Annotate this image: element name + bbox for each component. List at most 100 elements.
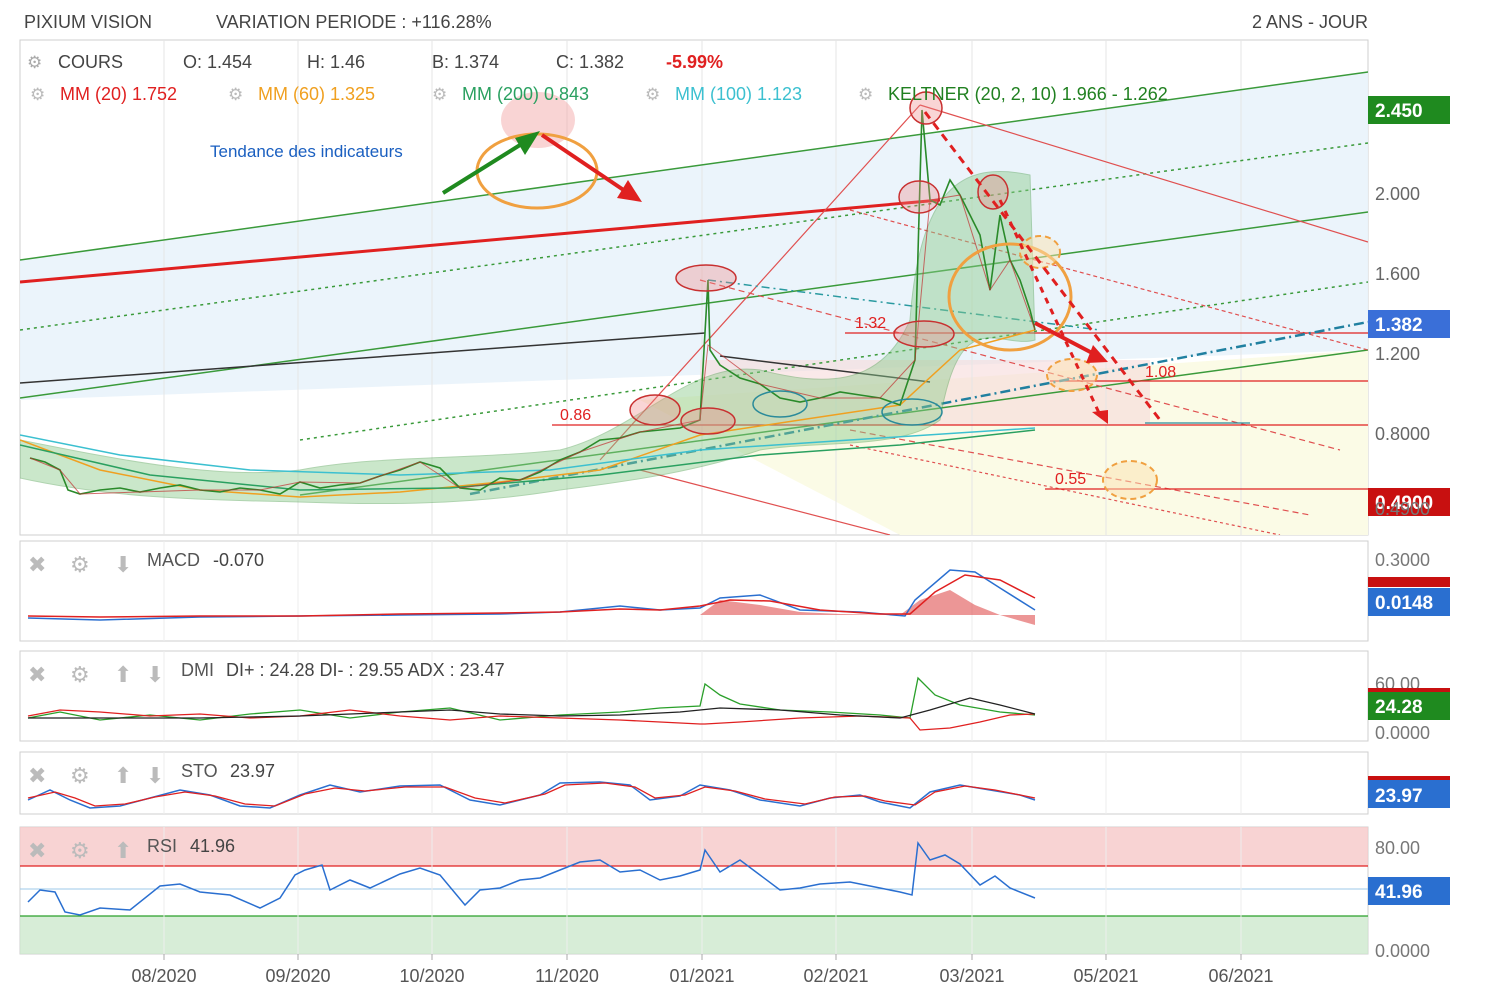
gear-icon[interactable]: ⚙ (858, 85, 873, 104)
indicator-legend-0: MM (20) 1.752 (60, 84, 177, 104)
indicator-legend-2: MM (200) 0.843 (462, 84, 589, 104)
indicator-legend-3: MM (100) 1.123 (675, 84, 802, 104)
macd-label: MACD (147, 550, 200, 570)
dmi-value: DI+ : 24.28 DI- : 29.55 ADX : 23.47 (226, 660, 505, 680)
orange-price-circle (947, 242, 1073, 352)
rsi-panel: ✖ ⚙ ⬆ RSI 41.96 80.00 0.0000 41.96 (19, 826, 1450, 961)
sto-badge (1368, 780, 1450, 808)
ma100-line (20, 427, 1036, 476)
price-badge (1368, 310, 1450, 338)
x-tick-label: 11/2020 (535, 966, 599, 986)
red-fan-lines (599, 104, 1368, 535)
close-icon[interactable]: ✖ (28, 552, 46, 577)
trend-arrows (441, 111, 1162, 424)
price-badge-value: 2.450 (1375, 101, 1423, 122)
gear-icon[interactable]: ⚙ (432, 85, 447, 104)
gear-icon[interactable]: ⚙ (27, 53, 42, 72)
arrow-down-icon[interactable]: ⬇ (114, 552, 132, 577)
instrument-title: PIXIUM VISION (24, 12, 152, 32)
macd-histogram (700, 590, 1035, 625)
x-tick-label: 09/2020 (265, 966, 330, 986)
rsi-tick-bottom: 0.0000 (1375, 941, 1430, 961)
gear-icon[interactable]: ⚙ (70, 838, 90, 863)
red-resistance-line (20, 198, 941, 284)
x-tick-label: 02/2021 (803, 966, 868, 986)
support-resistance-levels (552, 332, 1368, 490)
black-trend-line (20, 332, 706, 384)
gear-icon[interactable]: ⚙ (70, 662, 90, 687)
close-value: C: 1.382 (556, 52, 624, 72)
close-icon[interactable]: ✖ (28, 763, 46, 788)
close-icon[interactable]: ✖ (28, 838, 46, 863)
dmi-red-marker (1368, 688, 1450, 692)
macd-value: -0.070 (213, 550, 264, 570)
x-axis: 08/2020 09/2020 10/2020 11/2020 01/2021 02/20… (131, 954, 1274, 986)
rsi-badge (1368, 877, 1450, 905)
gear-icon[interactable]: ⚙ (30, 85, 45, 104)
price-badge-value: 0.4900 (1375, 493, 1433, 514)
rsi-tick-top: 80.00 (1375, 838, 1420, 858)
arrow-up-icon[interactable]: ⬆ (114, 662, 132, 687)
rsi-label: RSI (147, 836, 177, 856)
open-value: O: 1.454 (183, 52, 252, 72)
arrow-down-icon[interactable]: ⬇ (146, 662, 164, 687)
gear-icon[interactable]: ⚙ (70, 763, 90, 788)
macd-tick: 0.3000 (1375, 550, 1430, 570)
rsi-value: 41.96 (190, 836, 235, 856)
y-tick-label: 2.000 (1375, 184, 1420, 204)
x-tick-label: 01/2021 (669, 966, 734, 986)
gear-icon[interactable]: ⚙ (645, 85, 660, 104)
arrow-down-icon[interactable]: ⬇ (146, 763, 164, 788)
price-badge (1368, 488, 1450, 516)
dmi-label: DMI (181, 660, 214, 680)
price-badges: 2.450 1.382 0.4900 (1368, 96, 1450, 516)
teal-circles (752, 390, 943, 426)
orange-target-circles (1019, 235, 1158, 500)
teal-dash-line (707, 279, 1101, 331)
macd-red-badge (1368, 577, 1450, 587)
y-tick-hidden: 0.4900 (1375, 499, 1430, 519)
y-tick-label: 1.200 (1375, 344, 1420, 364)
highlight-circles (629, 91, 1009, 435)
sto-k-line (27, 781, 1036, 809)
sto-badge-value: 23.97 (1375, 786, 1423, 807)
macd-signal-line (27, 574, 1036, 618)
low-value: B: 1.374 (432, 52, 499, 72)
sto-value: 23.97 (230, 761, 275, 781)
annotation-text: Tendance des indicateurs (210, 142, 403, 161)
arrow-up-icon[interactable]: ⬆ (114, 838, 132, 863)
sto-label: STO (181, 761, 218, 781)
close-icon[interactable]: ✖ (28, 662, 46, 687)
price-down-candles (29, 194, 1036, 495)
sto-red-marker (1368, 776, 1450, 780)
ma60-line (20, 329, 1036, 498)
gear-icon[interactable]: ⚙ (70, 552, 90, 577)
level-label-086: 0.86 (560, 407, 591, 424)
arrow-up-icon[interactable]: ⬆ (114, 763, 132, 788)
y-tick-label: 1.600 (1375, 264, 1420, 284)
gear-icon[interactable]: ⚙ (228, 85, 243, 104)
level-label-132: 1.32 (855, 315, 886, 332)
adx-line (28, 697, 1036, 719)
x-tick-label: 10/2020 (399, 966, 464, 986)
indicator-legend-4: KELTNER (20, 2, 10) 1.966 - 1.262 (888, 84, 1168, 104)
y-tick-label: 0.8000 (1375, 424, 1430, 444)
main-price-panel: ⚙ COURS O: 1.454 H: 1.46 B: 1.374 C: 1.3… (19, 39, 1450, 536)
high-value: H: 1.46 (307, 52, 365, 72)
period-variation: VARIATION PERIODE : +116.28% (216, 12, 492, 32)
rsi-oversold-zone (20, 916, 1368, 954)
rsi-badge-value: 41.96 (1375, 882, 1423, 903)
cours-label: COURS (58, 52, 123, 72)
price-badge-value: 1.382 (1375, 315, 1423, 336)
sto-panel: ✖ ⚙ ⬆ ⬇ STO 23.97 23.97 (19, 751, 1450, 815)
macd-badge-value: 0.0148 (1375, 593, 1433, 614)
dmi-panel: ✖ ⚙ ⬆ ⬇ DMI DI+ : 24.28 DI- : 29.55 ADX … (19, 650, 1450, 743)
price-y-axis: 2.000 1.600 1.200 0.8000 (1375, 184, 1430, 444)
x-tick-label: 06/2021 (1208, 966, 1273, 986)
dmi-tick-bottom: 0.0000 (1375, 723, 1430, 743)
macd-panel: ✖ ⚙ ⬇ MACD -0.070 0.3000 0.0148 (19, 540, 1450, 642)
indicator-legend-row: ⚙ MM (20) 1.752 ⚙ MM (60) 1.325 ⚙ MM (200) 0.… (30, 84, 1168, 104)
period-selector[interactable]: 2 ANS - JOUR (1252, 12, 1368, 32)
legend-cours-row: ⚙ COURS O: 1.454 H: 1.46 B: 1.374 C: 1.3… (27, 52, 723, 72)
